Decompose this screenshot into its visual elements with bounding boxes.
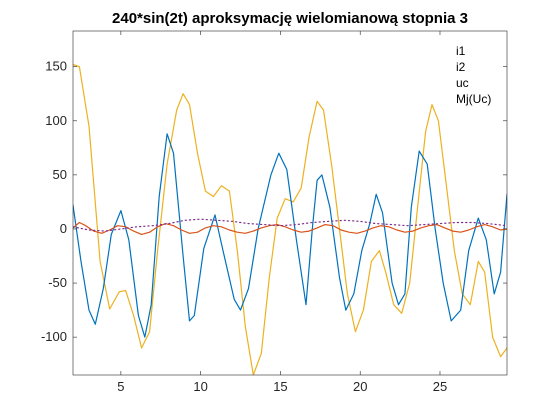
x-tick-label: 20 bbox=[353, 379, 367, 394]
chart-title: 240*sin(2t) aproksymację wielomianową st… bbox=[112, 10, 468, 27]
series-layer bbox=[73, 63, 507, 375]
series-line-uc bbox=[73, 221, 507, 235]
legend: i1 i2 uc Mj(Uc) bbox=[456, 44, 491, 106]
y-tick-label: 50 bbox=[53, 167, 67, 182]
legend-entry: i2 bbox=[456, 60, 466, 74]
x-tick-label: 10 bbox=[193, 379, 207, 394]
legend-entry: Mj(Uc) bbox=[456, 92, 491, 106]
x-tick-label: 5 bbox=[117, 379, 124, 394]
y-tick-label: 150 bbox=[45, 59, 67, 74]
x-tick-label: 15 bbox=[273, 379, 287, 394]
x-tick-label: 25 bbox=[433, 379, 447, 394]
y-tick-label: 0 bbox=[60, 221, 67, 236]
series-line-i1 bbox=[73, 63, 507, 375]
plot-frame bbox=[72, 30, 508, 376]
series-line-i2 bbox=[73, 133, 507, 338]
series-line-mj-uc bbox=[73, 218, 507, 232]
y-tick-label: 100 bbox=[45, 113, 67, 128]
y-tick-label: -50 bbox=[48, 275, 67, 290]
plot-background bbox=[73, 31, 507, 375]
y-tick-label: -100 bbox=[41, 329, 67, 344]
legend-entry: uc bbox=[456, 76, 469, 90]
axis-layer: 5 10 15 20 25 -100 -50 0 50 100 150 bbox=[41, 31, 507, 394]
legend-entry: i1 bbox=[456, 44, 466, 58]
